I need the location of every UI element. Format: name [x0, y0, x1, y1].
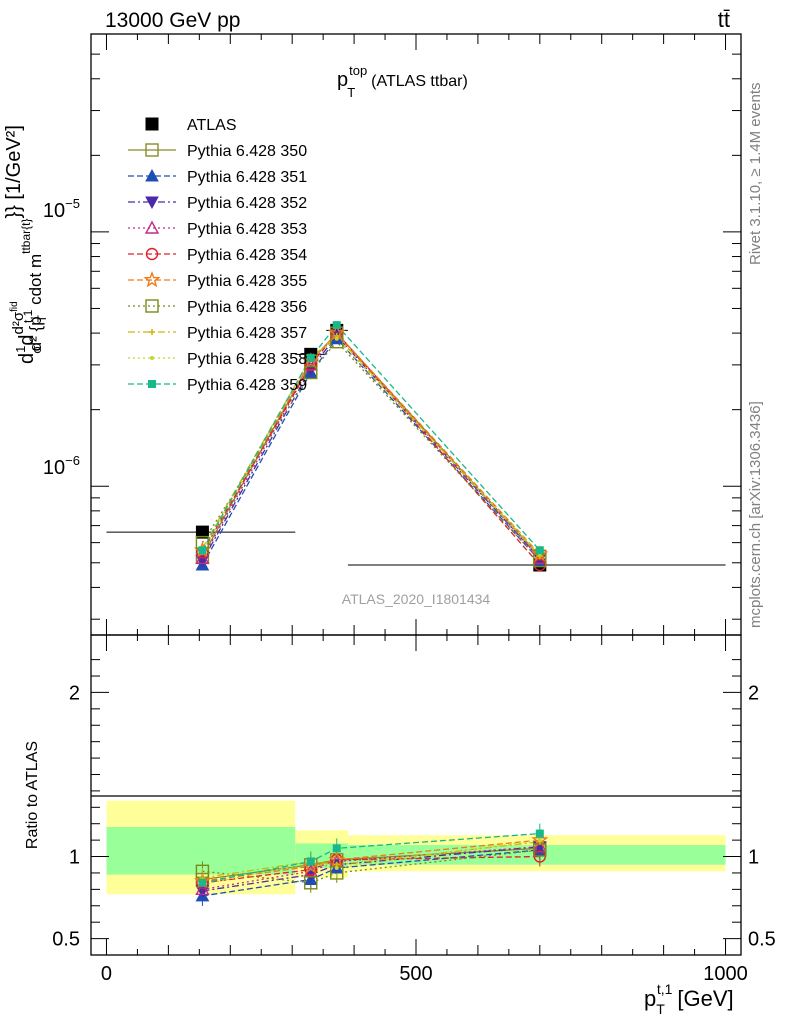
legend-label-pythia-6-428-353: Pythia 6.428 353 — [187, 221, 307, 238]
main-line-pythia-6-428-353 — [201, 332, 541, 559]
ratio-line-pythia-6-428-352 — [202, 846, 540, 892]
main-point-pythia-6-428-359 — [535, 546, 544, 555]
main-point-pythia-6-428-359 — [198, 546, 207, 555]
main-line-pythia-6-428-357 — [201, 335, 541, 557]
ratio-point-pythia-6-428-355 — [302, 857, 320, 874]
legend-label-pythia-6-428-352: Pythia 6.428 352 — [187, 195, 307, 212]
ratio-y-tick-label-right: 1 — [748, 847, 759, 869]
legend-label-pythia-6-428-355: Pythia 6.428 355 — [187, 273, 307, 290]
header-right: tt̄ — [718, 7, 730, 32]
ratio-y-tick-label-right: 2 — [748, 682, 759, 704]
ratio-series-markers — [193, 829, 549, 902]
ratio-axis-ticks: 0.5 0.5 1 1 2 2 0 500 1000 — [52, 635, 776, 985]
main-y-axis-label: d1σdd²σfidd² {pTt,1 cdot mttbar{t}}} [1/… — [3, 125, 49, 364]
ratio-y-tick-label: 0.5 — [52, 929, 80, 951]
legend-marker-pythia-6-428-357 — [149, 329, 155, 335]
main-line-pythia-6-428-356 — [201, 340, 541, 562]
main-line-pythia-6-428-359 — [201, 324, 541, 551]
ratio-point-pythia-6-428-356 — [304, 876, 318, 890]
ratio-y-axis-label: Ratio to ATLAS — [24, 741, 41, 849]
legend-marker-pythia-6-428-352 — [145, 196, 159, 210]
legend-marker-atlas — [145, 117, 159, 131]
ratio-line-pythia-6-428-357 — [202, 841, 540, 879]
main-point-pythia-6-428-359 — [332, 321, 341, 330]
main-line-pythia-6-428-352 — [201, 334, 541, 561]
ratio-point-pythia-6-428-353 — [195, 881, 210, 896]
main-series-markers — [193, 321, 549, 572]
legend-marker-pythia-6-428-355 — [143, 270, 161, 288]
main-point-pythia-6-428-353 — [195, 550, 210, 565]
legend-label-pythia-6-428-350: Pythia 6.428 350 — [187, 143, 307, 160]
ratio-line-pythia-6-428-359 — [202, 832, 540, 884]
legend-marker-pythia-6-428-359 — [148, 380, 156, 388]
plot-title: ptop T(ATLAS ttbar) — [337, 63, 468, 100]
ratio-point-pythia-6-428-359 — [535, 829, 544, 838]
legend-label-pythia-6-428-356: Pythia 6.428 356 — [187, 299, 307, 316]
main-axis-ticks — [91, 34, 741, 635]
ratio-line-pythia-6-428-354 — [202, 855, 540, 884]
legend-label-pythia-6-428-358: Pythia 6.428 358 — [187, 351, 307, 368]
x-tick-label: 500 — [399, 963, 432, 985]
legend-marker-pythia-6-428-358 — [150, 356, 154, 360]
ratio-y-tick-label: 1 — [69, 847, 80, 869]
main-point-atlas — [195, 525, 209, 539]
y-tick-label-1e-5: 10−5 — [43, 196, 80, 222]
ratio-point-pythia-6-428-359 — [198, 878, 207, 887]
legend-marker-pythia-6-428-354 — [145, 247, 159, 261]
x-tick-label: 1000 — [703, 963, 748, 985]
main-point-pythia-6-428-355 — [302, 352, 320, 369]
x-axis-label: pTt,1 [GeV] — [644, 981, 734, 1017]
ratio-band-green — [106, 827, 296, 875]
ratio-line-pythia-6-428-358 — [202, 839, 540, 886]
header-left: 13000 GeV pp — [105, 9, 240, 32]
ratio-line-pythia-6-428-351 — [202, 849, 540, 897]
legend-marker-pythia-6-428-353 — [144, 220, 160, 234]
rivet-label: Rivet 3.1.10, ≥ 1.4M events — [747, 83, 764, 266]
ratio-y-tick-label: 2 — [69, 682, 80, 704]
main-point-pythia-6-428-356 — [304, 365, 318, 380]
main-line-pythia-6-428-351 — [201, 337, 541, 566]
ratio-point-pythia-6-428-359 — [332, 844, 341, 853]
legend-marker-pythia-6-428-356 — [145, 299, 159, 313]
ratio-frame — [90, 634, 742, 956]
y-tick-label-1e-6: 10−6 — [43, 453, 80, 479]
ratio-point-pythia-6-428-358 — [334, 866, 339, 871]
mcplots-label: mcplots.cern.ch [arXiv:1306.3436] — [747, 401, 764, 628]
x-tick-label: 0 — [101, 963, 112, 985]
legend: ATLAS Pythia 6.428 350 Pythia 6.428 351 Pyt… — [128, 117, 307, 394]
main-point-pythia-6-428-358 — [334, 336, 339, 341]
legend-marker-pythia-6-428-350 — [145, 143, 159, 157]
main-point-pythia-6-428-359 — [306, 353, 315, 362]
legend-label-atlas: ATLAS — [187, 117, 237, 134]
ratio-point-pythia-6-428-358 — [537, 838, 542, 843]
legend-label-pythia-6-428-351: Pythia 6.428 351 — [187, 169, 307, 186]
ratio-y-tick-label-right: 0.5 — [748, 929, 776, 951]
legend-marker-pythia-6-428-351 — [145, 168, 159, 182]
legend-label-pythia-6-428-354: Pythia 6.428 354 — [187, 247, 307, 264]
legend-label-pythia-6-428-359: Pythia 6.428 359 — [187, 377, 307, 394]
ratio-point-pythia-6-428-359 — [306, 857, 315, 866]
legend-label-pythia-6-428-357: Pythia 6.428 357 — [187, 325, 307, 342]
analysis-watermark: ATLAS_2020_I1801434 — [342, 591, 491, 607]
